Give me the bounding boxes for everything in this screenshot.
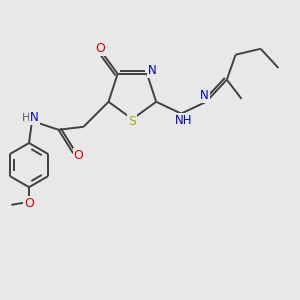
- Text: S: S: [128, 115, 136, 128]
- Text: N: N: [30, 112, 39, 124]
- Text: O: O: [24, 197, 34, 210]
- Text: N: N: [200, 89, 209, 102]
- Text: O: O: [95, 42, 105, 55]
- Text: NH: NH: [176, 113, 193, 127]
- Text: H: H: [22, 113, 30, 123]
- Text: O: O: [74, 149, 83, 162]
- Text: N: N: [148, 64, 157, 77]
